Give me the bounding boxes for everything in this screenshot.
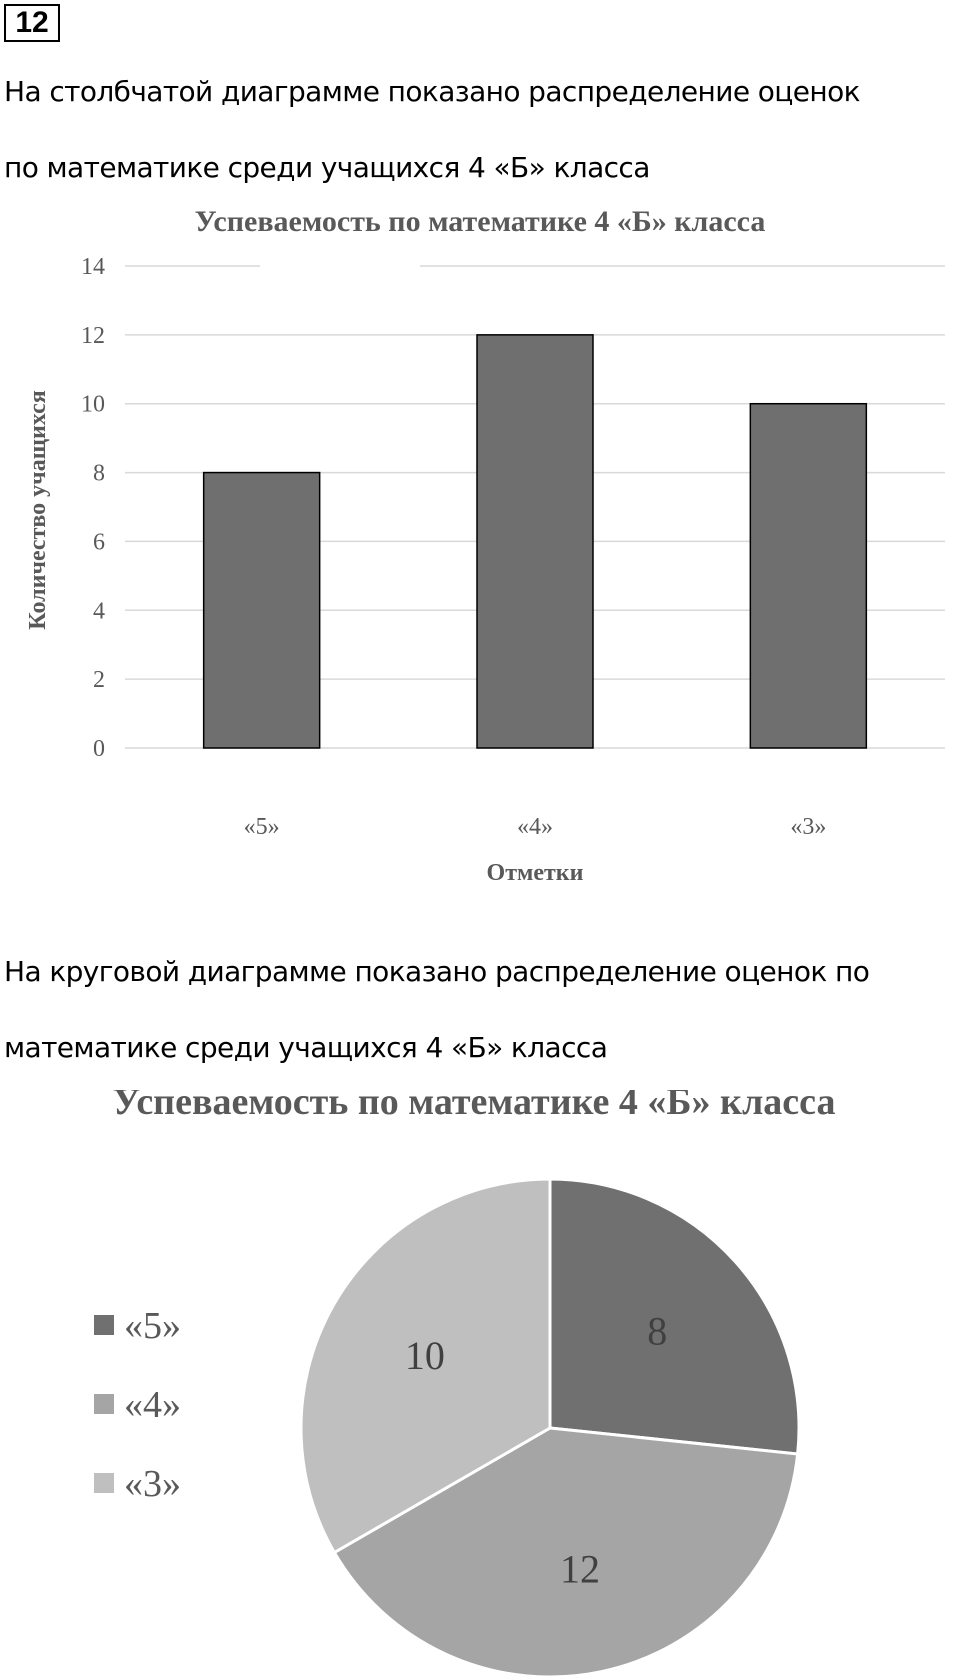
y-tick-label: 4	[93, 598, 105, 624]
legend-label: «3»	[124, 1463, 181, 1505]
gridline-gap	[260, 263, 420, 269]
bar	[202, 471, 321, 749]
description-line: На круговой диаграмме показано распредел…	[4, 955, 870, 988]
y-axis-label: Количество учащихся	[25, 390, 51, 629]
y-tick-label: 2	[93, 667, 105, 693]
legend-label: «4»	[124, 1384, 181, 1426]
legend-label: «5»	[124, 1305, 181, 1347]
pie-data-label: 8	[647, 1308, 667, 1353]
legend-swatch	[94, 1315, 114, 1335]
legend-swatch	[94, 1394, 114, 1414]
pie-slice	[299, 1177, 552, 1555]
pie-data-label: 10	[405, 1333, 445, 1378]
task-number: 12	[4, 4, 60, 42]
y-tick-label: 14	[81, 254, 105, 280]
x-tick-label: «4»	[517, 814, 553, 840]
bar-chart-title: Успеваемость по математике 4 «Б» класса	[195, 205, 766, 238]
y-tick-label: 12	[81, 323, 105, 349]
x-axis-label: Отметки	[487, 860, 584, 886]
y-tick-label: 6	[93, 529, 105, 555]
bar	[749, 402, 868, 749]
x-tick-label: «3»	[790, 814, 826, 840]
pie-slice	[332, 1426, 800, 1678]
y-tick-label: 0	[93, 736, 105, 762]
pie-chart: Успеваемость по математике 4 «Б» класса …	[94, 1090, 836, 1678]
bar	[476, 334, 594, 749]
bar-chart: Успеваемость по математике 4 «Б» класса …	[25, 205, 945, 886]
description-line: математике среди учащихся 4 «Б» класса	[4, 1031, 608, 1064]
pie-slice	[548, 1177, 801, 1456]
pie-chart-title: Успеваемость по математике 4 «Б» класса	[113, 1090, 836, 1123]
y-tick-label: 8	[93, 461, 105, 487]
pie-chart-description: На круговой диаграмме показано распредел…	[4, 934, 954, 1086]
x-tick-label: «5»	[244, 814, 280, 840]
bar-chart-description: На столбчатой диаграмме показано распред…	[4, 54, 954, 206]
legend-swatch	[94, 1473, 114, 1493]
y-tick-label: 10	[81, 392, 105, 418]
description-line: по математике среди учащихся 4 «Б» класс…	[4, 151, 650, 184]
description-line: На столбчатой диаграмме показано распред…	[4, 75, 861, 108]
pie-data-label: 12	[560, 1546, 600, 1591]
